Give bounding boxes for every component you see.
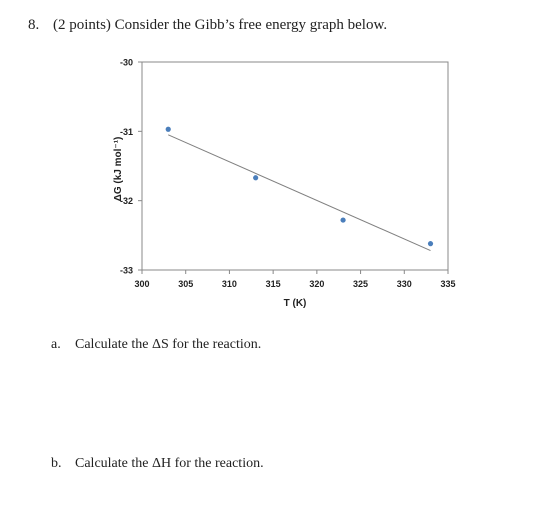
data-points [165, 126, 434, 247]
part-a-letter: a. [51, 337, 61, 352]
data-point [340, 217, 346, 223]
y-tick-label: -33 [120, 266, 133, 276]
data-point [165, 126, 171, 132]
x-tick-label: 315 [266, 279, 281, 289]
x-axis-label: T (K) [284, 298, 307, 309]
plot-area [141, 61, 449, 271]
trendline [168, 134, 431, 252]
y-tick-label: -30 [120, 58, 133, 68]
part-b-letter: b. [51, 456, 62, 471]
y-axis: -30 -31 -32 -33 [120, 58, 142, 276]
x-tick-label: 300 [134, 279, 149, 289]
y-tick-label: -31 [120, 127, 133, 137]
data-point [253, 175, 259, 181]
question-number: 8. [28, 17, 40, 33]
x-tick-label: 320 [309, 279, 324, 289]
part-a: a. Calculate the ΔS for the reaction. [51, 337, 261, 353]
part-b: b. Calculate the ΔH for the reaction. [51, 456, 264, 472]
x-tick-label: 310 [222, 279, 237, 289]
question-8: 8. (2 points) Consider the Gibb’s free e… [28, 17, 387, 34]
x-tick-label: 325 [353, 279, 368, 289]
part-b-text: Calculate the ΔH for the reaction. [75, 456, 264, 471]
data-point [427, 241, 434, 247]
x-axis: 300 305 310 315 320 325 330 335 [134, 270, 456, 289]
question-text: (2 points) Consider the Gibb’s free ener… [53, 17, 388, 33]
y-axis-label: ΔG (kJ mol⁻¹) [113, 137, 124, 202]
x-tick-label: 305 [178, 279, 193, 289]
x-tick-label: 335 [440, 279, 455, 289]
x-tick-label: 330 [397, 279, 412, 289]
part-a-text: Calculate the ΔS for the reaction. [75, 337, 262, 352]
y-tick-label: -32 [120, 196, 133, 206]
